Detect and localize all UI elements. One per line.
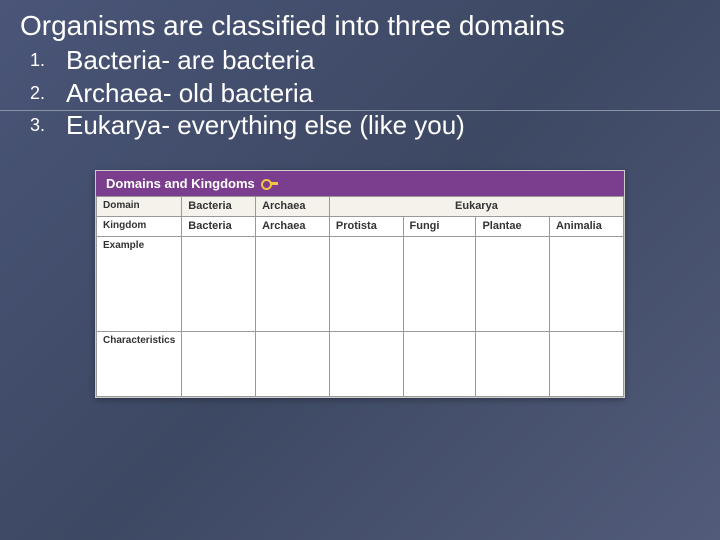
key-icon <box>261 178 277 188</box>
example-cell <box>476 236 550 331</box>
domain-cell: Bacteria <box>182 196 256 216</box>
domain-row: Domain Bacteria Archaea Eukarya <box>97 196 624 216</box>
row-label-example: Example <box>97 236 182 331</box>
table-title: Domains and Kingdoms <box>106 176 255 191</box>
example-row: Example <box>97 236 624 331</box>
example-cell <box>403 236 476 331</box>
char-cell <box>549 331 623 396</box>
domains-kingdoms-table: Domains and Kingdoms Domain Bacteria Arc… <box>95 170 625 398</box>
char-cell <box>403 331 476 396</box>
example-cell <box>182 236 256 331</box>
kingdom-cell: Protista <box>329 216 403 236</box>
example-cell <box>549 236 623 331</box>
row-label-kingdom: Kingdom <box>97 216 182 236</box>
list-item: Eukarya- everything else (like you) <box>30 109 700 142</box>
kingdom-cell: Fungi <box>403 216 476 236</box>
table-title-bar: Domains and Kingdoms <box>96 171 624 196</box>
example-cell <box>329 236 403 331</box>
row-label-domain: Domain <box>97 196 182 216</box>
characteristics-row: Characteristics <box>97 331 624 396</box>
kingdom-cell: Archaea <box>256 216 330 236</box>
example-cell <box>256 236 330 331</box>
char-cell <box>182 331 256 396</box>
domain-cell: Eukarya <box>329 196 623 216</box>
slide-title: Organisms are classified into three doma… <box>20 10 700 42</box>
kingdom-cell: Bacteria <box>182 216 256 236</box>
kingdom-cell: Plantae <box>476 216 550 236</box>
domain-cell: Archaea <box>256 196 330 216</box>
char-cell <box>329 331 403 396</box>
kingdom-cell: Animalia <box>549 216 623 236</box>
row-label-characteristics: Characteristics <box>97 331 182 396</box>
list-item: Archaea- old bacteria <box>30 77 700 110</box>
char-cell <box>476 331 550 396</box>
classification-table: Domain Bacteria Archaea Eukarya Kingdom … <box>96 196 624 397</box>
list-item: Bacteria- are bacteria <box>30 44 700 77</box>
char-cell <box>256 331 330 396</box>
domain-list: Bacteria- are bacteria Archaea- old bact… <box>20 44 700 142</box>
kingdom-row: Kingdom Bacteria Archaea Protista Fungi … <box>97 216 624 236</box>
